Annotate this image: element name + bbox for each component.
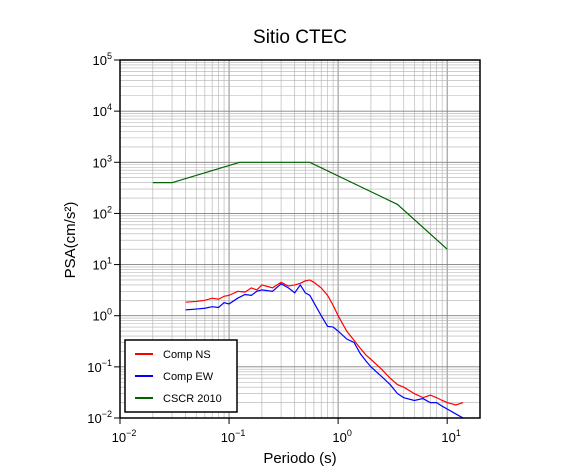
x-axis-label: Periodo (s): [263, 450, 336, 467]
tick-label: 10−1: [87, 358, 112, 375]
tick-exponent: 0: [107, 307, 112, 317]
tick-exponent: 1: [107, 256, 112, 266]
tick-exponent: 2: [107, 204, 112, 214]
tick-label: 10−1: [221, 428, 246, 445]
tick-base: 10: [93, 104, 107, 119]
tick-exponent: −2: [126, 428, 136, 438]
series-line: [185, 283, 464, 418]
tick-base: 10: [93, 206, 107, 221]
tick-base: 10: [332, 430, 346, 445]
series-line: [152, 161, 448, 250]
tick-label: 102: [93, 204, 112, 221]
tick-exponent: 1: [456, 428, 461, 438]
tick-base: 10: [441, 430, 455, 445]
tick-label: 100: [93, 307, 112, 324]
plot-frame: [119, 59, 481, 419]
tick-base: 10: [93, 155, 107, 170]
legend-label: CSCR 2010: [163, 393, 222, 405]
tick-base: 10: [87, 411, 101, 426]
tick-exponent: 5: [107, 51, 112, 61]
tick-label: 104: [93, 102, 112, 119]
tick-label: 100: [332, 428, 351, 445]
tick-exponent: 4: [107, 102, 112, 112]
tick-exponent: −1: [235, 428, 245, 438]
legend-label: Comp NS: [163, 349, 211, 361]
chart-title: Sitio CTEC: [253, 27, 347, 48]
tick-base: 10: [87, 360, 101, 375]
tick-base: 10: [93, 258, 107, 273]
legend-label: Comp EW: [163, 371, 214, 383]
tick-label: 101: [93, 256, 112, 273]
tick-base: 10: [93, 309, 107, 324]
tick-label: 10−2: [87, 409, 112, 426]
tick-exponent: −1: [102, 358, 112, 368]
tick-label: 103: [93, 153, 112, 170]
tick-exponent: 3: [107, 153, 112, 163]
y-axis-label: PSA(cm/s²): [62, 202, 79, 279]
tick-label: 105: [93, 51, 112, 68]
tick-exponent: −2: [102, 409, 112, 419]
tick-label: 101: [441, 428, 460, 445]
tick-label: 10−2: [112, 428, 137, 445]
tick-exponent: 0: [347, 428, 352, 438]
series-line: [185, 279, 464, 406]
tick-base: 10: [93, 53, 107, 68]
tick-base: 10: [221, 430, 235, 445]
tick-base: 10: [112, 430, 126, 445]
